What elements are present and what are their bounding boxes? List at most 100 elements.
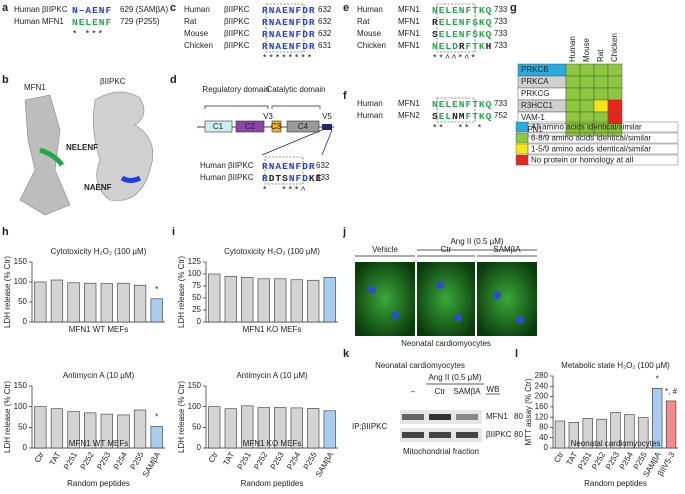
legend-box <box>527 132 679 144</box>
residue-number: 633 <box>316 173 330 182</box>
homology-cell <box>565 63 581 77</box>
row-label: Human MFN1 <box>14 17 64 26</box>
x-axis-label: Random peptides <box>241 479 304 488</box>
residues: R <box>459 41 466 52</box>
column-header: Chicken <box>610 33 619 62</box>
y-tick-label: 160 <box>535 402 549 411</box>
legend-swatch <box>515 121 529 133</box>
panel-label: g <box>510 2 517 14</box>
homology-cell <box>607 87 623 101</box>
homology-cell <box>607 99 623 113</box>
residues: RNAENFDR <box>262 5 316 16</box>
domain-name: C3 <box>271 122 282 131</box>
lane-label: Ctr <box>435 387 446 396</box>
bar <box>241 277 254 323</box>
homology-cell <box>593 63 609 77</box>
y-tick-label: 150 <box>188 381 202 390</box>
homology-cell <box>593 75 609 89</box>
homology-cell <box>565 75 581 89</box>
panel-label: a <box>2 2 9 14</box>
panel-label: k <box>343 348 350 360</box>
bar <box>257 407 270 449</box>
bar <box>208 273 221 323</box>
motif-box <box>436 3 476 53</box>
x-tick-label: P252 <box>79 450 96 471</box>
residues: EL <box>439 111 452 122</box>
legend-swatch <box>515 132 529 144</box>
micrographs <box>355 249 537 336</box>
legend-box <box>527 143 679 155</box>
residues: H <box>486 41 493 52</box>
y-tick-label: 200 <box>535 392 549 401</box>
sequence: NELENFTKQ <box>432 5 492 16</box>
bar <box>84 282 97 323</box>
y-tick-label: 120 <box>535 412 549 421</box>
conservation-marks: * * * * ^ <box>262 185 305 195</box>
domain-name: C4 <box>298 122 309 131</box>
significance-mark: *, # <box>665 387 678 396</box>
gene-name: PRKCG <box>521 89 549 98</box>
chart-title: Metabolic state H₂O₂ (100 µM) <box>561 361 670 370</box>
ip-label: IP:βIIPKC <box>352 422 388 431</box>
bar <box>34 406 47 449</box>
row-label: Human βIIPKC <box>200 173 254 182</box>
wb-label: WB <box>487 385 500 394</box>
sequence: NELENFTKQ <box>432 99 492 110</box>
sequence: RDTSNFDKE <box>262 173 322 184</box>
protein: MFN1 <box>398 41 420 50</box>
species: Mouse <box>357 29 382 38</box>
bar <box>274 407 287 449</box>
domain-name: V5 <box>322 112 332 121</box>
x-tick-label: P251 <box>236 450 253 471</box>
homology-cell <box>579 99 595 113</box>
conservation-marks: * * * * <box>72 29 103 39</box>
significance-mark: * <box>155 413 158 422</box>
species: Chicken <box>184 41 213 50</box>
x-tick-label: P254 <box>112 450 129 471</box>
residues: R <box>262 173 269 184</box>
domain-name: C2 <box>245 122 256 131</box>
structure-label: NAENF <box>84 183 112 192</box>
motif-box <box>265 3 305 53</box>
column-header: Rat <box>596 49 605 62</box>
bar <box>67 282 80 323</box>
bar <box>624 414 635 449</box>
x-axis-label: Random peptides <box>67 479 130 488</box>
column-header: Human <box>568 36 577 62</box>
y-tick-label: 50 <box>192 293 201 302</box>
sequence: RNAENFDR <box>262 29 316 40</box>
x-tick-label: TAT <box>222 450 237 467</box>
y-tick-label: 100 <box>188 269 202 278</box>
x-tick-label: Ctr <box>33 450 46 464</box>
bar <box>323 410 336 449</box>
bar <box>100 283 113 323</box>
bar <box>290 279 303 323</box>
bar <box>150 298 163 323</box>
western-blot <box>400 383 500 442</box>
sequence: RNAENFDR <box>262 17 316 28</box>
bar <box>274 278 287 323</box>
protein: βIIPKC <box>224 17 250 26</box>
homology-cell <box>579 87 595 101</box>
residue-number: 632 <box>318 29 332 38</box>
caption: Mitochondrial fraction <box>403 447 479 456</box>
y-tick-label: 150 <box>14 257 28 266</box>
protein: MFN2 <box>398 111 420 120</box>
protein: MFN1 <box>398 5 420 14</box>
sequence: RNAENFDR <box>262 161 316 172</box>
residues: NM <box>452 111 465 122</box>
homology-cell <box>579 63 595 77</box>
y-tick-label: 75 <box>192 281 201 290</box>
band-label: MFN1 <box>486 412 508 421</box>
significance-mark: * <box>656 374 659 383</box>
y-tick-label: 0 <box>197 317 202 326</box>
motif-box <box>436 97 476 123</box>
residues: NELD <box>432 41 459 52</box>
residue-number: 733 <box>494 29 508 38</box>
y-tick-label: 25 <box>192 305 201 314</box>
y-tick-label: 50 <box>192 422 201 431</box>
lane-label: – <box>411 387 416 396</box>
gene-name: PRKCB <box>521 65 549 74</box>
chart-note: MFN1 KO MEFs <box>243 325 302 334</box>
residue-number: 632 <box>316 161 330 170</box>
